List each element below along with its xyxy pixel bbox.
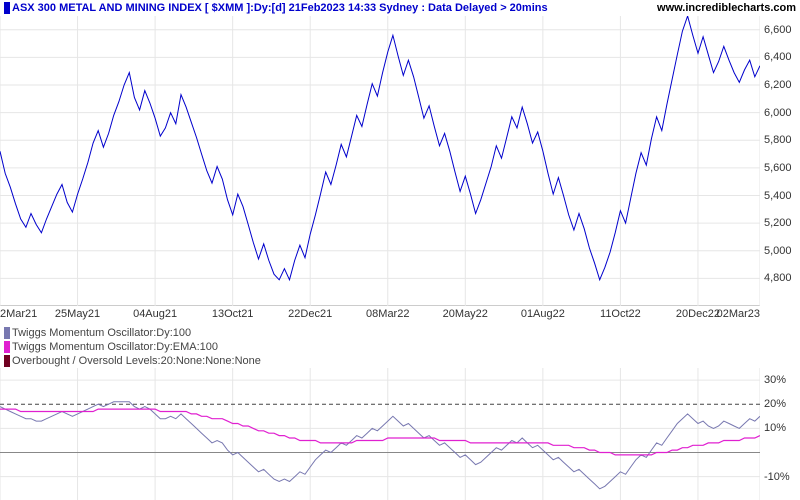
xtick-label: 02Mar23: [717, 308, 760, 320]
price-ytick-label: 5,200: [764, 217, 792, 229]
price-ytick-label: 5,600: [764, 162, 792, 174]
legend-label: Overbought / Oversold Levels:20:None:Non…: [12, 355, 261, 367]
xtick-label: 25May21: [55, 308, 100, 320]
price-ytick-label: 6,200: [764, 79, 792, 91]
xtick-label: 11Oct22: [600, 308, 641, 320]
xtick-label: 08Mar22: [366, 308, 409, 320]
legend-row: Twiggs Momentum Oscillator:Dy:EMA:100: [4, 340, 261, 354]
legend-row: Overbought / Oversold Levels:20:None:Non…: [4, 354, 261, 368]
legend-label: Twiggs Momentum Oscillator:Dy:EMA:100: [12, 341, 218, 353]
watermark-text: www.incrediblecharts.com: [657, 2, 796, 14]
price-chart-svg: [0, 16, 760, 306]
price-panel: [0, 16, 760, 306]
price-ytick-label: 6,400: [764, 51, 792, 63]
title-marker-icon: [4, 2, 10, 14]
indicator-ytick-label: 30%: [764, 374, 786, 386]
xtick-label: 2Mar21: [0, 308, 37, 320]
xtick-label: 04Aug21: [133, 308, 177, 320]
legend-marker-icon: [4, 327, 10, 339]
price-y-axis: 4,800 5,000 5,200 5,400 5,600 5,800 6,000 6,200…: [760, 16, 800, 306]
indicator-y-axis: -10% 10% 20% 30%: [760, 324, 800, 500]
legend-marker-icon: [4, 341, 10, 353]
title-group: ASX 300 METAL AND MINING INDEX [ $XMM ]:…: [4, 2, 548, 14]
legend-label: Twiggs Momentum Oscillator:Dy:100: [12, 327, 191, 339]
price-ytick-label: 5,000: [764, 245, 792, 257]
indicator-legend: Twiggs Momentum Oscillator:Dy:100 Twiggs …: [4, 326, 261, 368]
legend-row: Twiggs Momentum Oscillator:Dy:100: [4, 326, 261, 340]
price-ytick-label: 5,800: [764, 134, 792, 146]
price-ytick-label: 6,600: [764, 24, 792, 36]
xtick-label: 22Dec21: [288, 308, 332, 320]
xtick-label: 20Dec22: [676, 308, 720, 320]
xtick-label: 20May22: [443, 308, 488, 320]
chart-title: ASX 300 METAL AND MINING INDEX [ $XMM ]:…: [12, 2, 548, 14]
indicator-panel: Twiggs Momentum Oscillator:Dy:100 Twiggs …: [0, 324, 760, 500]
chart-header: ASX 300 METAL AND MINING INDEX [ $XMM ]:…: [0, 0, 800, 16]
price-ytick-label: 5,400: [764, 190, 792, 202]
xtick-label: 01Aug22: [521, 308, 565, 320]
indicator-ytick-label: 10%: [764, 422, 786, 434]
legend-marker-icon: [4, 355, 10, 367]
shared-x-axis: 2Mar21 25May21 04Aug21 13Oct21 22Dec21 08Mar2…: [0, 306, 760, 324]
xtick-label: 13Oct21: [212, 308, 254, 320]
indicator-ytick-label: -10%: [764, 471, 790, 483]
indicator-ytick-label: 20%: [764, 398, 786, 410]
price-ytick-label: 6,000: [764, 107, 792, 119]
price-ytick-label: 4,800: [764, 272, 792, 284]
